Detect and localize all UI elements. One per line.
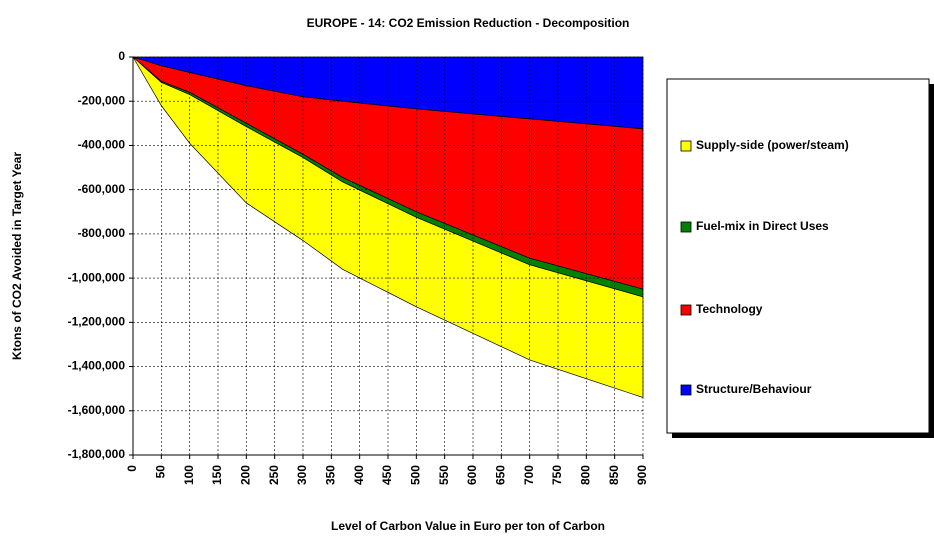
- legend-swatch: [680, 304, 692, 316]
- y-tick-label: -1,400,000: [68, 359, 126, 373]
- y-tick-label: -1,800,000: [68, 447, 126, 461]
- x-tick-label: 150: [210, 465, 224, 485]
- legend-label: Supply-side (power/steam): [696, 138, 849, 152]
- x-tick-label: 50: [154, 465, 168, 479]
- x-tick-label: 500: [409, 465, 423, 485]
- x-tick-label: 850: [607, 465, 621, 485]
- legend-label: Technology: [696, 302, 763, 316]
- y-tick-label: -400,000: [78, 138, 126, 152]
- legend-swatch: [680, 221, 692, 233]
- x-tick-label: 200: [239, 465, 253, 485]
- y-tick-label: -800,000: [78, 226, 126, 240]
- legend-label: Fuel-mix in Direct Uses: [696, 219, 829, 233]
- x-tick-label: 350: [324, 465, 338, 485]
- x-tick-label: 400: [352, 465, 366, 485]
- x-tick-label: 450: [380, 465, 394, 485]
- y-tick-label: -1,200,000: [68, 315, 126, 329]
- y-tick-label: -1,000,000: [68, 270, 126, 284]
- x-tick-label: 900: [635, 465, 649, 485]
- y-tick-label: -200,000: [78, 93, 126, 107]
- area: [132, 56, 644, 398]
- y-tick-label: -600,000: [78, 182, 126, 196]
- legend-box: [666, 78, 930, 434]
- y-tick-label: -1,600,000: [68, 403, 126, 417]
- x-tick-label: 0: [125, 465, 139, 472]
- x-tick-label: 800: [579, 465, 593, 485]
- legend-swatch: [680, 140, 692, 152]
- legend-label: Structure/Behaviour: [696, 382, 812, 396]
- y-tick-label: 0: [118, 49, 125, 63]
- y-axis-label: Ktons of CO2 Avoided in Target Year: [10, 152, 24, 360]
- legend-swatch: [680, 384, 692, 396]
- x-tick-label: 700: [522, 465, 536, 485]
- x-tick-label: 750: [550, 465, 564, 485]
- x-tick-label: 600: [465, 465, 479, 485]
- chart-title: EUROPE - 14: CO2 Emission Reduction - De…: [307, 16, 630, 30]
- x-tick-label: 650: [494, 465, 508, 485]
- x-tick-label: 250: [267, 465, 281, 485]
- x-tick-label: 550: [437, 465, 451, 485]
- x-tick-label: 100: [182, 465, 196, 485]
- x-tick-label: 300: [295, 465, 309, 485]
- x-axis-label: Level of Carbon Value in Euro per ton of…: [331, 519, 605, 533]
